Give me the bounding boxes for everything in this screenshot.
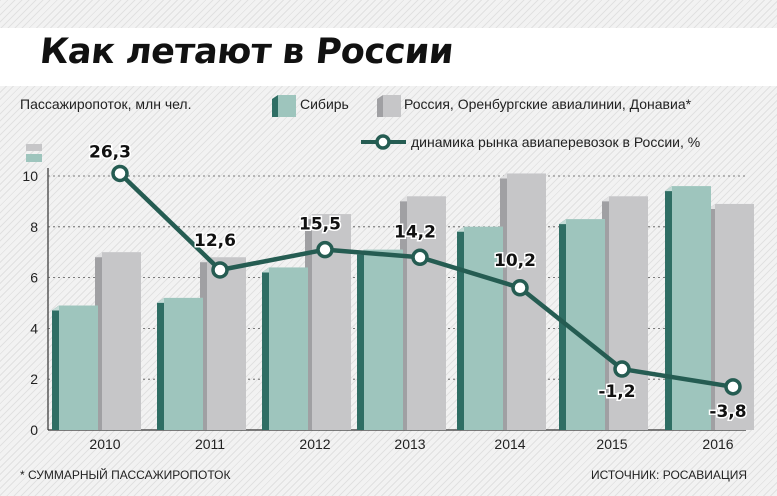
axis-swatch-bottom — [26, 154, 42, 162]
y-tick-label: 10 — [22, 168, 38, 184]
legend-swatch-siberia — [278, 95, 296, 117]
legend-swatch-siberia-side — [272, 95, 278, 117]
line-point — [724, 378, 742, 396]
bar-siberia — [269, 267, 308, 430]
axis-swatch-top — [26, 144, 42, 151]
x-tick-label: 2016 — [702, 436, 733, 452]
y-tick-label: 0 — [30, 422, 38, 438]
legend-swatch-others-side — [377, 95, 383, 117]
bar-siberia-side — [357, 249, 364, 430]
source-note: ИСТОЧНИК: РОСАВИАЦИЯ — [591, 468, 747, 482]
bar-siberia-side — [157, 297, 164, 430]
bar-others — [407, 196, 446, 430]
x-tick-label: 2011 — [195, 436, 225, 452]
line-data-label: -3,8 — [709, 402, 746, 422]
title-band — [0, 28, 777, 86]
x-tick-label: 2013 — [394, 436, 425, 452]
y-tick-label: 8 — [30, 219, 38, 235]
legend-others: Россия, Оренбургские авиалинии, Донавиа* — [404, 96, 691, 112]
x-tick-label: 2010 — [89, 436, 120, 452]
legend-swatch-others — [383, 95, 401, 117]
bar-others — [715, 203, 754, 430]
legend-siberia-label: Сибирь — [300, 96, 349, 112]
bar-siberia — [164, 297, 203, 430]
line-data-label: 15,5 — [299, 215, 341, 235]
footnote: * СУММАРНЫЙ ПАССАЖИРОПОТОК — [20, 468, 231, 482]
bar-others — [207, 257, 246, 430]
legend-siberia: Сибирь — [300, 96, 349, 112]
bar-siberia-side — [52, 305, 59, 430]
line-point — [613, 360, 631, 378]
line-data-label: 10,2 — [494, 251, 536, 271]
line-point — [511, 279, 529, 297]
legend-others-label: Россия, Оренбургские авиалинии, Донавиа* — [404, 96, 692, 112]
line-point — [111, 164, 129, 183]
bar-others — [102, 252, 141, 430]
legend-line-marker — [375, 134, 391, 150]
bar-siberia — [364, 249, 403, 430]
bar-siberia-side — [559, 219, 566, 430]
x-tick-label: 2014 — [494, 436, 525, 452]
legend-line-label: динамика рынка авиаперевозок в России, % — [411, 134, 701, 150]
line-point — [316, 240, 334, 259]
bar-siberia — [672, 186, 711, 430]
x-tick-label: 2015 — [596, 436, 627, 452]
y-tick-label: 6 — [30, 270, 38, 286]
bar-siberia — [566, 219, 605, 430]
y-tick-label: 2 — [30, 371, 38, 387]
line-data-label: 14,2 — [394, 222, 436, 242]
bar-siberia-side — [262, 267, 269, 430]
line-point — [211, 261, 229, 279]
bar-others — [609, 196, 648, 430]
x-tick-label: 2012 — [299, 436, 330, 452]
line-data-label: 12,6 — [194, 231, 236, 251]
bar-siberia-side — [665, 186, 672, 430]
line-point — [411, 248, 429, 267]
bar-siberia — [59, 305, 98, 430]
line-data-label: 26,3 — [89, 142, 131, 162]
y-axis-label: Пассажиропоток, млн чел. — [20, 96, 192, 112]
line-data-label: -1,2 — [598, 382, 635, 402]
legend-line: динамика рынка авиаперевозок в России, % — [411, 134, 700, 150]
bar-siberia — [464, 226, 503, 430]
bar-siberia-side — [457, 226, 464, 430]
y-tick-label: 4 — [30, 320, 38, 336]
